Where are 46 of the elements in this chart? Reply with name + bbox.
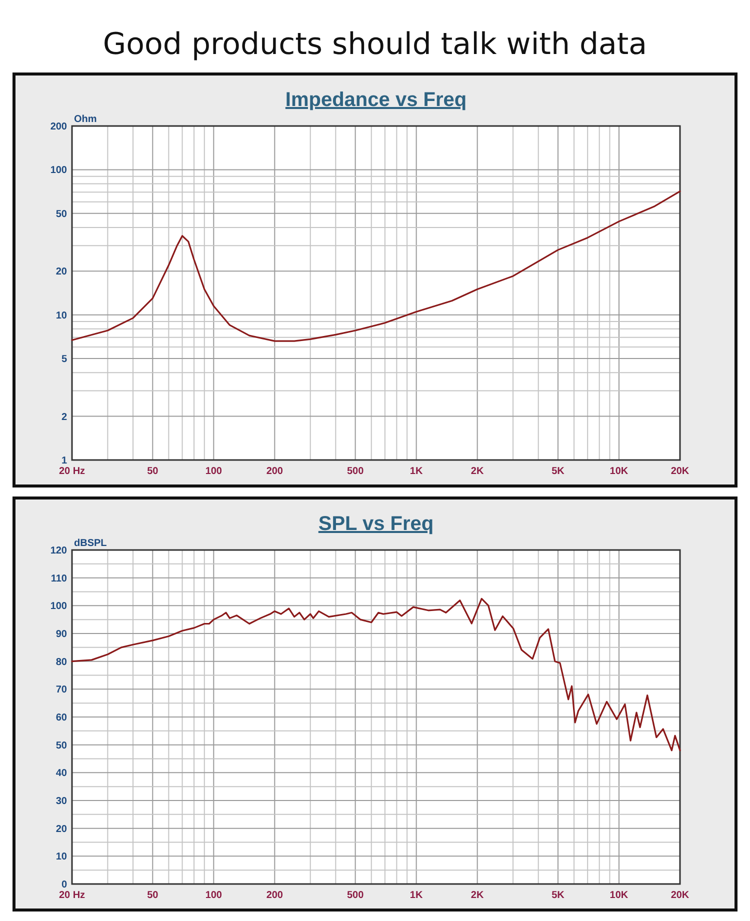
y-tick-label: 120 bbox=[50, 546, 68, 556]
y-tick-label: 80 bbox=[56, 656, 68, 668]
x-tick-label: 20 Hz bbox=[58, 466, 86, 477]
x-tick-label: 2K bbox=[470, 466, 484, 477]
x-tick-label: 50 bbox=[147, 466, 159, 477]
x-tick-label: 50 bbox=[147, 890, 159, 901]
y-tick-label: 20 bbox=[56, 824, 68, 835]
x-tick-label: 20K bbox=[670, 890, 690, 901]
x-tick-label: 5K bbox=[552, 466, 566, 477]
y-tick-label: 5 bbox=[61, 354, 68, 366]
x-tick-label: 10K bbox=[610, 466, 629, 477]
y-tick-label: 30 bbox=[56, 796, 68, 807]
y-tick-label: 200 bbox=[50, 122, 68, 132]
y-tick-label: 50 bbox=[56, 208, 68, 220]
y-tick-label: 90 bbox=[56, 629, 68, 640]
y-axis-title: dBSPL bbox=[74, 538, 107, 549]
x-tick-label: 1K bbox=[410, 890, 424, 901]
y-tick-label: 10 bbox=[56, 852, 68, 863]
chart-title: SPL vs Freq bbox=[318, 513, 434, 535]
y-tick-label: 100 bbox=[50, 165, 68, 176]
x-tick-label: 20 Hz bbox=[58, 890, 86, 901]
x-tick-label: 10K bbox=[610, 890, 629, 901]
y-tick-label: 110 bbox=[50, 573, 68, 584]
x-tick-label: 5K bbox=[552, 890, 566, 901]
x-tick-label: 500 bbox=[346, 466, 364, 477]
y-tick-label: 1 bbox=[61, 456, 68, 466]
x-tick-label: 200 bbox=[266, 466, 284, 477]
text: Good products should talk with data bbox=[102, 27, 648, 62]
y-tick-label: 40 bbox=[56, 768, 68, 780]
x-tick-label: 1K bbox=[410, 466, 424, 477]
y-axis-title: Ohm bbox=[74, 114, 97, 125]
y-tick-label: 0 bbox=[61, 880, 68, 890]
y-tick-label: 60 bbox=[56, 712, 68, 724]
y-tick-label: 70 bbox=[56, 684, 68, 696]
y-tick-label: 20 bbox=[56, 266, 68, 278]
y-tick-label: 50 bbox=[56, 740, 68, 752]
x-tick-label: 20K bbox=[670, 466, 690, 477]
y-tick-label: 2 bbox=[61, 412, 68, 423]
x-tick-label: 500 bbox=[346, 890, 364, 901]
x-tick-label: 100 bbox=[205, 466, 222, 477]
y-tick-label: 100 bbox=[50, 601, 68, 612]
y-tick-label: 10 bbox=[56, 310, 68, 322]
x-tick-label: 2K bbox=[470, 890, 484, 901]
x-tick-label: 200 bbox=[266, 890, 284, 901]
chart-title: Impedance vs Freq bbox=[285, 89, 467, 111]
x-tick-label: 100 bbox=[205, 890, 222, 901]
